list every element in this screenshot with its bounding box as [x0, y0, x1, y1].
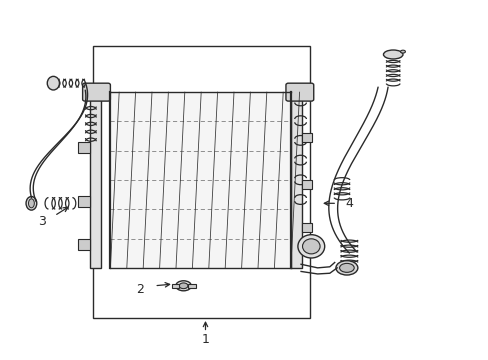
Bar	[301, 134, 312, 142]
Bar	[301, 223, 312, 232]
Bar	[188, 284, 195, 288]
Bar	[78, 239, 90, 250]
Ellipse shape	[400, 50, 405, 53]
Ellipse shape	[26, 197, 37, 210]
Ellipse shape	[28, 199, 34, 208]
Bar	[171, 284, 179, 288]
Bar	[78, 142, 90, 153]
Ellipse shape	[175, 281, 191, 291]
Ellipse shape	[339, 264, 353, 273]
Text: 4: 4	[345, 197, 352, 210]
Ellipse shape	[297, 235, 324, 258]
Text: 1: 1	[201, 333, 209, 346]
FancyBboxPatch shape	[82, 83, 110, 101]
Bar	[93, 45, 310, 318]
Ellipse shape	[179, 283, 187, 289]
Text: 3: 3	[38, 215, 46, 228]
Bar	[78, 196, 90, 207]
Bar	[110, 92, 290, 268]
Text: 2: 2	[136, 283, 143, 296]
Bar	[301, 180, 312, 189]
Bar	[290, 92, 301, 268]
Ellipse shape	[302, 239, 320, 254]
Bar	[90, 92, 101, 268]
FancyBboxPatch shape	[285, 83, 313, 101]
Ellipse shape	[47, 76, 60, 90]
Ellipse shape	[335, 261, 357, 275]
Ellipse shape	[383, 50, 402, 59]
